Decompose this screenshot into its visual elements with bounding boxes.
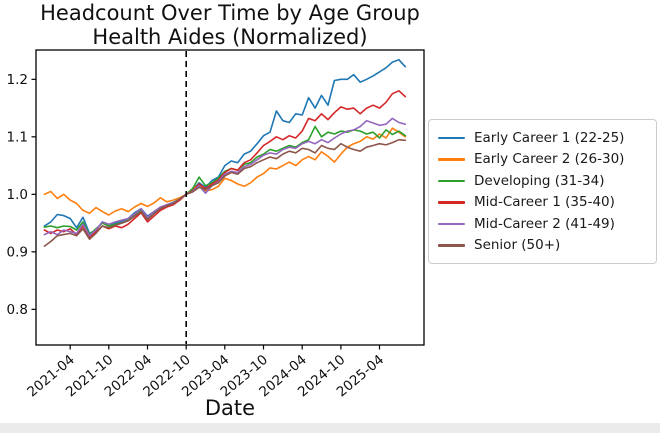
legend: Early Career 1 (22-25) Early Career 2 (26…: [428, 119, 657, 264]
axes-frame: [35, 49, 425, 346]
legend-item-mid-career-1-35-40: Mid-Career 1 (35-40): [438, 192, 648, 214]
y-tick-label: 0.8: [7, 302, 28, 318]
series-line-mid-career-2-41-49: [43, 117, 407, 237]
chart-title: Headcount Over Time by Age Group: [40, 1, 420, 25]
series-line-early-career-1-22-25: [43, 59, 407, 235]
series-line-early-career-2-26-30: [43, 127, 407, 216]
legend-label: Mid-Career 2 (41-49): [474, 215, 615, 232]
series-line-developing-31-34: [43, 125, 407, 236]
legend-line-swatch: [438, 222, 465, 225]
x-axis-label: Date: [204, 396, 256, 420]
legend-label: Senior (50+): [474, 237, 561, 254]
series-line-senior-50: [43, 138, 407, 247]
legend-line-swatch: [438, 244, 465, 247]
legend-item-mid-career-2-41-49: Mid-Career 2 (41-49): [438, 213, 648, 235]
y-tick-label: 1.1: [7, 129, 28, 145]
legend-item-senior-50: Senior (50+): [438, 235, 648, 257]
legend-label: Early Career 1 (22-25): [474, 129, 625, 146]
y-tick-label: 0.9: [7, 244, 28, 260]
legend-label: Early Career 2 (26-30): [474, 151, 625, 168]
legend-line-swatch: [438, 179, 465, 182]
y-tick-label: 1.0: [7, 187, 28, 203]
legend-label: Mid-Career 1 (35-40): [474, 194, 615, 211]
legend-line-swatch: [438, 201, 465, 204]
window-footer-bar: [0, 423, 660, 433]
y-tick-label: 1.2: [7, 72, 28, 88]
legend-items: Early Career 1 (22-25) Early Career 2 (26…: [438, 127, 648, 256]
series-line-mid-career-1-35-40: [43, 90, 407, 239]
legend-line-swatch: [438, 158, 465, 161]
legend-line-swatch: [438, 136, 465, 139]
legend-item-early-career-1-22-25: Early Career 1 (22-25): [438, 127, 648, 149]
legend-item-developing-31-34: Developing (31-34): [438, 170, 648, 192]
legend-item-early-career-2-26-30: Early Career 2 (26-30): [438, 149, 648, 171]
chart-subtitle: Health Aides (Normalized): [92, 25, 368, 49]
legend-label: Developing (31-34): [474, 172, 605, 189]
